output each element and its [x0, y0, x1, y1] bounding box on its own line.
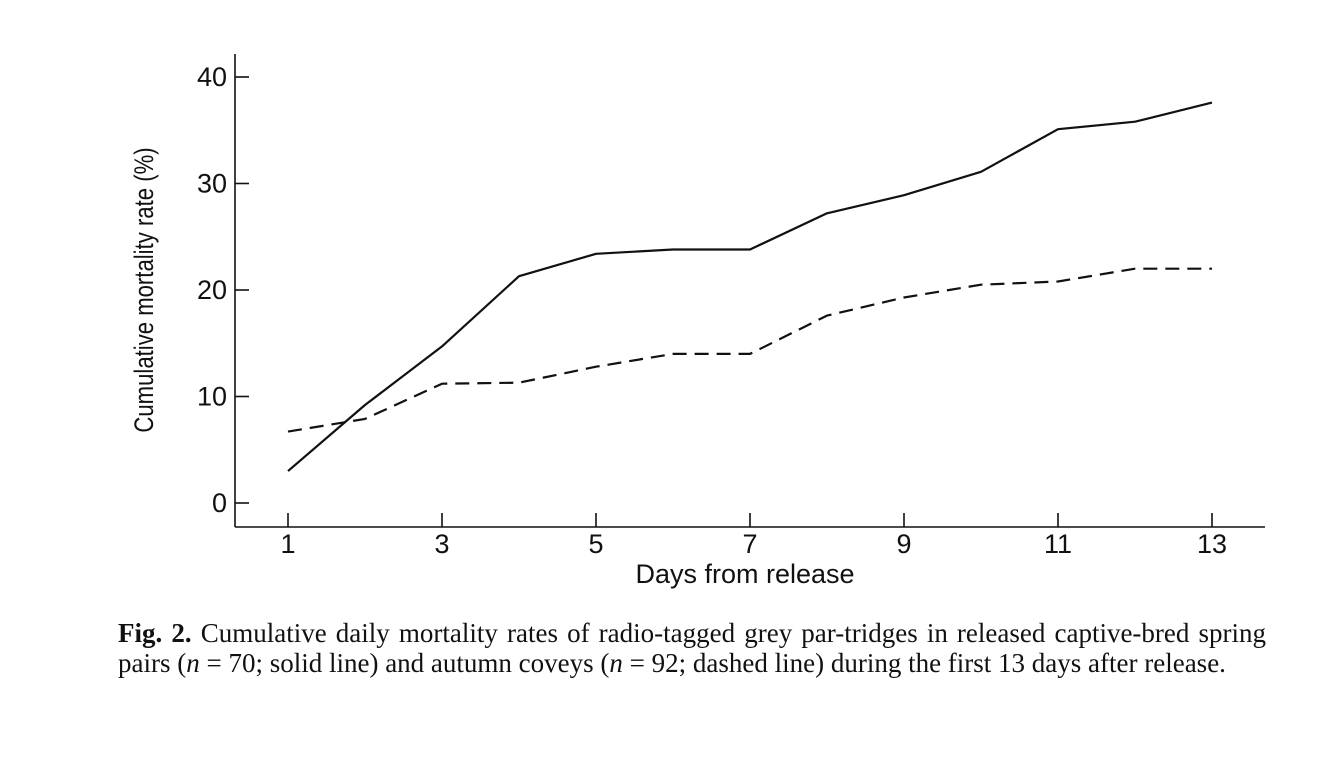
y-tick-label: 20: [197, 275, 227, 305]
figure-label: Fig. 2.: [118, 618, 192, 648]
x-tick-label: 13: [1197, 529, 1227, 559]
x-axis-title: Days from release: [635, 559, 854, 589]
y-tick-label: 0: [212, 488, 227, 518]
series-line-dashed: [287, 267, 1212, 433]
y-ticks: 0 10 20 30 40: [197, 62, 249, 518]
figure-caption: Fig. 2. Cumulative daily mortality rates…: [118, 618, 1266, 678]
caption-text-1: Cumulative daily mortality rates of radi…: [118, 618, 1266, 678]
y-axis-title: Cumulative mortality rate (%): [130, 147, 160, 432]
y-tick-label: 10: [197, 382, 227, 412]
x-tick-label: 11: [1044, 529, 1072, 559]
x-ticks: 1 3 5 7 9 11 13: [280, 513, 1227, 559]
x-tick-label: 9: [896, 529, 911, 559]
x-tick-label: 5: [588, 529, 603, 559]
caption-text-3: = 92; dashed line) during the first 13 d…: [622, 648, 1226, 678]
n-symbol: n: [609, 648, 623, 678]
caption-text-2: = 70; solid line) and autumn coveys (: [199, 648, 610, 678]
n-symbol: n: [186, 648, 200, 678]
series-line-solid: [287, 101, 1213, 472]
series-group: [287, 101, 1213, 472]
x-tick-label: 7: [742, 529, 757, 559]
y-tick-label: 30: [197, 169, 227, 199]
y-tick-label: 40: [197, 62, 227, 92]
x-tick-label: 3: [434, 529, 449, 559]
x-tick-label: 1: [280, 529, 295, 559]
